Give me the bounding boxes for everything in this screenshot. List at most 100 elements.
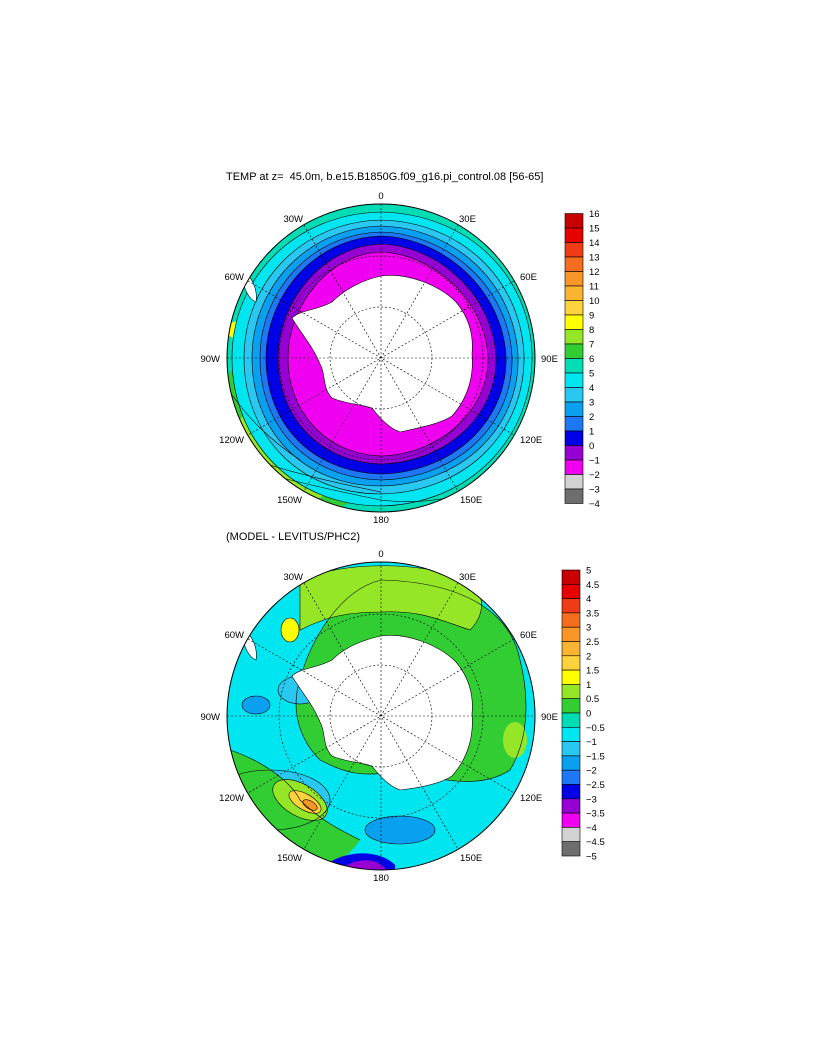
colorbar-swatch xyxy=(561,641,581,657)
colorbar-swatch xyxy=(561,827,581,843)
colorbar-swatch xyxy=(561,712,581,728)
colorbar-swatch xyxy=(561,741,581,757)
lon-label-150w: 150W xyxy=(277,853,302,864)
colorbar-swatch xyxy=(561,841,581,857)
colorbar-tick-label: −1.5 xyxy=(586,751,605,762)
panel-2-longitude-labels: 0 30E 60E 90E 120E 150E 180 150W 120W 90… xyxy=(200,549,557,884)
difference-map xyxy=(226,561,536,871)
colorbar-tick-label: 11 xyxy=(589,282,599,293)
colorbar-swatch xyxy=(564,488,584,504)
colorbar-tick-label: 13 xyxy=(589,253,600,264)
panel-1-title: TEMP at z= 45.0m, b.e15.B1850G.f09_g16.p… xyxy=(226,171,544,183)
colorbar-swatch xyxy=(564,387,584,403)
colorbar-swatch xyxy=(564,256,584,272)
colorbar-swatch xyxy=(564,358,584,374)
panel-2-title: (MODEL - LEVITUS/PHC2) xyxy=(226,531,361,543)
colorbar-tick-label: 5 xyxy=(586,566,591,577)
colorbar-tick-label: −3.5 xyxy=(586,809,605,820)
colorbar-tick-label: −4.5 xyxy=(586,837,605,848)
lon-label-60w: 60W xyxy=(224,630,244,641)
lon-label-180: 180 xyxy=(373,873,389,884)
colorbar-swatch xyxy=(564,285,584,301)
colorbar-tick-label: −1 xyxy=(589,456,600,467)
lon-label-30e: 30E xyxy=(459,572,476,583)
colorbar-tick-label: 15 xyxy=(589,224,600,235)
colorbar-tick-label: 9 xyxy=(589,311,594,322)
lon-label-60e: 60E xyxy=(520,272,537,283)
colorbar-swatch xyxy=(561,612,581,628)
colorbar-tick-label: −3 xyxy=(586,794,597,805)
colorbar-tick-label: 1.5 xyxy=(586,666,599,677)
colorbar-swatch xyxy=(564,242,584,258)
lon-label-30e: 30E xyxy=(459,214,476,225)
colorbar-swatch xyxy=(561,598,581,614)
colorbar-tick-label: 2 xyxy=(589,412,594,423)
colorbar-tick-label: −3 xyxy=(589,485,600,496)
colorbar-swatch xyxy=(561,698,581,714)
colorbar-tick-label: 8 xyxy=(589,325,594,336)
lon-label-150e: 150E xyxy=(460,495,482,506)
lon-label-90w: 90W xyxy=(200,354,220,365)
colorbar-swatch xyxy=(561,812,581,828)
lon-label-120w: 120W xyxy=(219,435,244,446)
lon-label-120e: 120E xyxy=(520,435,542,446)
colorbar-swatch xyxy=(564,314,584,330)
colorbar-swatch xyxy=(564,416,584,432)
colorbar-swatch xyxy=(564,459,584,475)
colorbar-tick-label: −0.5 xyxy=(586,723,605,734)
lon-label-180: 180 xyxy=(373,515,389,526)
colorbar-swatch xyxy=(561,655,581,671)
colorbar-tick-label: −5 xyxy=(586,852,597,863)
lon-label-60w: 60W xyxy=(224,272,244,283)
colorbar-swatch xyxy=(561,626,581,642)
lon-label-60e: 60E xyxy=(520,630,537,641)
colorbar-tick-label: −4 xyxy=(586,823,597,834)
colorbar-tick-label: −4 xyxy=(589,499,600,510)
colorbar-tick-label: 14 xyxy=(589,238,600,249)
colorbar-swatch xyxy=(564,300,584,316)
colorbar-swatch xyxy=(564,445,584,461)
colorbar-tick-label: 10 xyxy=(589,296,600,307)
colorbar-swatch xyxy=(561,684,581,700)
colorbar-tick-label: 0 xyxy=(589,441,594,452)
lon-label-90e: 90E xyxy=(541,712,558,723)
colorbar-tick-label: −1 xyxy=(586,737,597,748)
lon-label-120w: 120W xyxy=(219,793,244,804)
colorbar-swatch xyxy=(564,372,584,388)
colorbar-tick-label: 16 xyxy=(589,209,600,220)
colorbar-tick-label: 7 xyxy=(589,340,594,351)
colorbar-tick-label: 3.5 xyxy=(586,608,599,619)
temperature-map xyxy=(226,203,536,513)
panel-2-colorbar: 5 4.5 4 3.5 3 2.5 2 1.5 1 0.5 0 −0.5 −1 −1.5 −2 −2.5 −3 −… xyxy=(561,566,605,863)
colorbar-tick-label: 0.5 xyxy=(586,694,599,705)
colorbar-tick-label: 12 xyxy=(589,267,600,278)
colorbar-tick-label: 4 xyxy=(589,383,594,394)
lon-label-90e: 90E xyxy=(541,354,558,365)
colorbar-swatch xyxy=(561,798,581,814)
colorbar-swatch xyxy=(564,401,584,417)
panel-1-longitude-labels: 0 30E 60E 90E 120E 150E 180 150W 120W 90… xyxy=(200,191,557,526)
colorbar-swatch xyxy=(561,769,581,785)
lon-label-30w: 30W xyxy=(283,214,303,225)
colorbar-tick-label: −2 xyxy=(586,766,597,777)
colorbar-swatch xyxy=(564,329,584,345)
lon-label-150w: 150W xyxy=(277,495,302,506)
colorbar-tick-label: 4.5 xyxy=(586,580,599,591)
colorbar-tick-label: 3 xyxy=(586,623,591,634)
lon-label-0: 0 xyxy=(378,191,383,202)
colorbar-tick-label: 2 xyxy=(586,651,591,662)
colorbar-tick-label: 1 xyxy=(586,680,591,691)
lon-label-120e: 120E xyxy=(520,793,542,804)
colorbar-swatch xyxy=(561,784,581,800)
colorbar-swatch xyxy=(564,474,584,490)
colorbar-swatch xyxy=(561,755,581,771)
colorbar-tick-label: 6 xyxy=(589,354,594,365)
colorbar-swatch xyxy=(561,569,581,585)
colorbar-swatch xyxy=(564,271,584,287)
colorbar-tick-label: 2.5 xyxy=(586,637,599,648)
colorbar-tick-label: 3 xyxy=(589,398,594,409)
colorbar-swatch xyxy=(564,227,584,243)
colorbar-tick-label: 0 xyxy=(586,709,591,720)
